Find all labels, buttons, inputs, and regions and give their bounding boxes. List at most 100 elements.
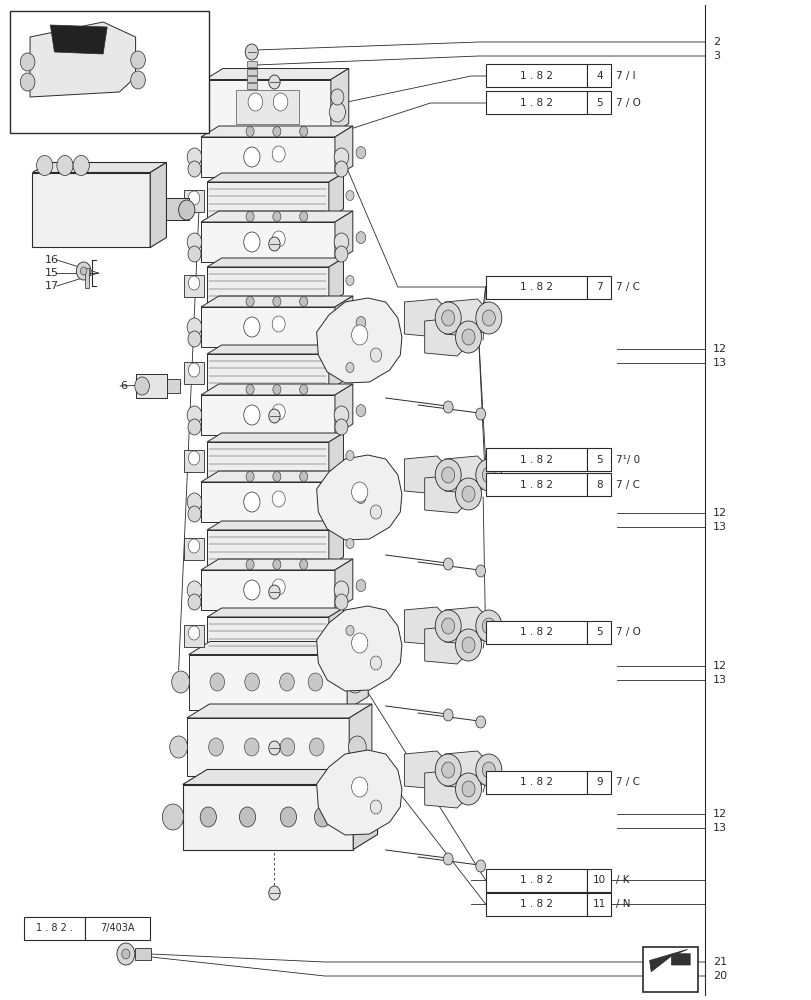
Text: 9: 9	[595, 777, 602, 787]
FancyBboxPatch shape	[485, 473, 586, 496]
Circle shape	[441, 310, 454, 326]
Circle shape	[20, 53, 35, 71]
Circle shape	[299, 127, 307, 137]
Circle shape	[187, 318, 201, 336]
Polygon shape	[150, 162, 166, 247]
Circle shape	[187, 581, 201, 599]
Polygon shape	[346, 642, 367, 710]
Circle shape	[334, 581, 348, 599]
Circle shape	[187, 161, 200, 177]
Circle shape	[280, 738, 294, 756]
Polygon shape	[404, 456, 448, 494]
Circle shape	[309, 738, 324, 756]
Polygon shape	[444, 751, 488, 789]
FancyBboxPatch shape	[586, 770, 611, 794]
Polygon shape	[349, 704, 371, 776]
Circle shape	[308, 673, 322, 691]
Polygon shape	[200, 126, 353, 137]
Polygon shape	[316, 606, 401, 691]
Circle shape	[272, 316, 285, 332]
Polygon shape	[207, 182, 328, 218]
Circle shape	[135, 377, 149, 395]
Circle shape	[190, 102, 206, 122]
Circle shape	[435, 459, 461, 491]
Polygon shape	[207, 617, 328, 653]
Circle shape	[187, 148, 201, 166]
FancyBboxPatch shape	[485, 868, 586, 892]
Circle shape	[345, 626, 354, 636]
Circle shape	[272, 296, 281, 306]
Text: 12: 12	[712, 661, 726, 671]
Polygon shape	[334, 559, 353, 610]
Circle shape	[131, 51, 145, 69]
Circle shape	[188, 626, 200, 640]
Text: 13: 13	[712, 358, 726, 368]
Polygon shape	[424, 626, 468, 664]
Bar	[10, 11, 208, 133]
Text: 20: 20	[712, 971, 726, 981]
Circle shape	[441, 762, 454, 778]
Text: / K: / K	[616, 875, 629, 885]
Circle shape	[334, 233, 348, 251]
Text: 3: 3	[712, 51, 719, 61]
Circle shape	[351, 325, 367, 345]
Polygon shape	[328, 521, 343, 566]
FancyBboxPatch shape	[586, 620, 611, 644]
Circle shape	[243, 580, 260, 600]
Circle shape	[351, 633, 367, 653]
Circle shape	[352, 804, 373, 830]
Text: 7 / C: 7 / C	[616, 777, 640, 787]
Polygon shape	[200, 211, 353, 222]
Text: 1 . 8 2 .: 1 . 8 2 .	[36, 923, 73, 933]
Polygon shape	[328, 608, 343, 653]
Polygon shape	[187, 704, 371, 718]
Circle shape	[20, 73, 35, 91]
Text: 16: 16	[45, 255, 58, 265]
Polygon shape	[32, 172, 150, 247]
Text: / N: / N	[616, 899, 630, 909]
Polygon shape	[207, 345, 343, 354]
Text: 17: 17	[45, 281, 58, 291]
Bar	[135, 948, 151, 960]
FancyBboxPatch shape	[85, 916, 150, 940]
Circle shape	[351, 777, 367, 797]
Polygon shape	[424, 318, 468, 356]
Circle shape	[208, 738, 223, 756]
Bar	[166, 198, 189, 220]
Polygon shape	[424, 475, 468, 513]
Circle shape	[243, 317, 260, 337]
FancyBboxPatch shape	[586, 868, 611, 892]
Circle shape	[443, 709, 453, 721]
Polygon shape	[207, 267, 328, 303]
Circle shape	[345, 362, 354, 372]
Circle shape	[455, 478, 481, 510]
Circle shape	[334, 331, 347, 347]
Circle shape	[117, 943, 135, 965]
Polygon shape	[316, 455, 401, 540]
Bar	[247, 61, 256, 67]
Polygon shape	[207, 442, 328, 478]
Circle shape	[188, 276, 200, 290]
Text: 1 . 8 2: 1 . 8 2	[519, 455, 552, 465]
Circle shape	[299, 212, 307, 222]
Circle shape	[355, 580, 366, 592]
Circle shape	[441, 618, 454, 634]
Text: 1 . 8 2: 1 . 8 2	[519, 627, 552, 637]
Circle shape	[245, 44, 258, 60]
Circle shape	[187, 594, 200, 610]
Text: 7/403A: 7/403A	[101, 923, 135, 933]
Circle shape	[443, 401, 453, 413]
FancyBboxPatch shape	[586, 91, 611, 114]
Circle shape	[334, 148, 348, 166]
Text: 7 / O: 7 / O	[616, 627, 641, 637]
Polygon shape	[200, 395, 334, 435]
Circle shape	[345, 450, 354, 460]
Circle shape	[455, 629, 481, 661]
Text: 1 . 8 2: 1 . 8 2	[519, 777, 552, 787]
Circle shape	[314, 807, 330, 827]
Circle shape	[246, 472, 254, 482]
FancyBboxPatch shape	[485, 620, 586, 644]
Circle shape	[334, 246, 347, 262]
Text: 7¹/ 0: 7¹/ 0	[616, 455, 640, 465]
Polygon shape	[316, 750, 401, 835]
